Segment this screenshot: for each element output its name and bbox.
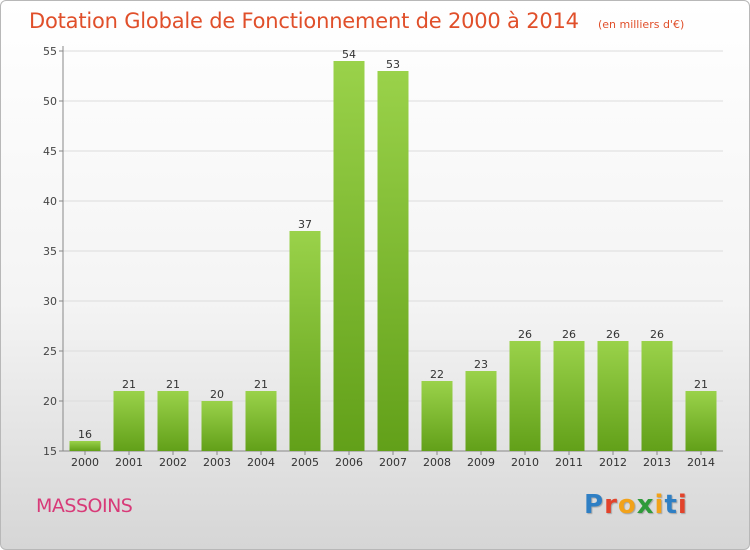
y-tick-label: 40	[43, 195, 57, 208]
y-tick-label: 50	[43, 95, 57, 108]
x-tick-label: 2005	[291, 456, 319, 469]
x-tick-label: 2004	[247, 456, 275, 469]
bar	[509, 341, 541, 451]
logo-letter: i	[654, 490, 665, 520]
logo-letter: P	[584, 490, 605, 520]
data-label: 37	[298, 218, 312, 231]
x-tick-label: 2011	[555, 456, 583, 469]
y-tick-label: 20	[43, 395, 57, 408]
y-tick-label: 25	[43, 345, 57, 358]
data-label: 22	[430, 368, 444, 381]
x-tick-label: 2009	[467, 456, 495, 469]
commune-name: MASSOINS	[36, 495, 133, 517]
logo-letter: t	[664, 490, 678, 520]
bar	[113, 391, 145, 451]
bar	[597, 341, 629, 451]
data-label: 21	[122, 378, 136, 391]
x-tick-label: 2013	[643, 456, 671, 469]
data-label: 21	[166, 378, 180, 391]
title-row: Dotation Globale de Fonctionnement de 20…	[29, 9, 684, 33]
data-label: 26	[518, 328, 532, 341]
x-tick-label: 2008	[423, 456, 451, 469]
logo-letter: o	[617, 490, 637, 520]
data-label: 26	[562, 328, 576, 341]
y-tick-label: 45	[43, 145, 57, 158]
y-tick-label: 30	[43, 295, 57, 308]
y-tick-label: 55	[43, 45, 57, 58]
chart-unit: (en milliers d'€)	[597, 18, 685, 31]
data-label: 54	[342, 48, 356, 61]
bar	[157, 391, 189, 451]
data-label: 23	[474, 358, 488, 371]
data-label: 16	[78, 428, 92, 441]
bar	[333, 61, 365, 451]
x-tick-label: 2014	[687, 456, 715, 469]
bar	[641, 341, 673, 451]
x-tick-label: 2000	[71, 456, 99, 469]
x-tick-label: 2007	[379, 456, 407, 469]
bar	[69, 441, 101, 451]
logo-letter: i	[677, 490, 688, 520]
bar	[553, 341, 585, 451]
data-label: 21	[694, 378, 708, 391]
bar	[201, 401, 233, 451]
bar	[245, 391, 277, 451]
logo-letter: x	[636, 490, 655, 520]
data-label: 26	[606, 328, 620, 341]
bar	[421, 381, 453, 451]
chart-title: Dotation Globale de Fonctionnement de 20…	[29, 9, 579, 33]
y-tick-label: 15	[43, 445, 57, 458]
data-label: 26	[650, 328, 664, 341]
bar	[289, 231, 321, 451]
data-label: 21	[254, 378, 268, 391]
x-tick-label: 2010	[511, 456, 539, 469]
x-tick-label: 2002	[159, 456, 187, 469]
bar	[377, 71, 409, 451]
bar	[685, 391, 717, 451]
x-tick-label: 2006	[335, 456, 363, 469]
data-label: 53	[386, 58, 400, 71]
logo-letter: r	[604, 490, 618, 520]
x-tick-label: 2003	[203, 456, 231, 469]
proxiti-logo: Proxiti	[584, 490, 688, 520]
y-tick-label: 35	[43, 245, 57, 258]
x-tick-label: 2012	[599, 456, 627, 469]
x-tick-label: 2001	[115, 456, 143, 469]
bar	[465, 371, 497, 451]
data-label: 20	[210, 388, 224, 401]
